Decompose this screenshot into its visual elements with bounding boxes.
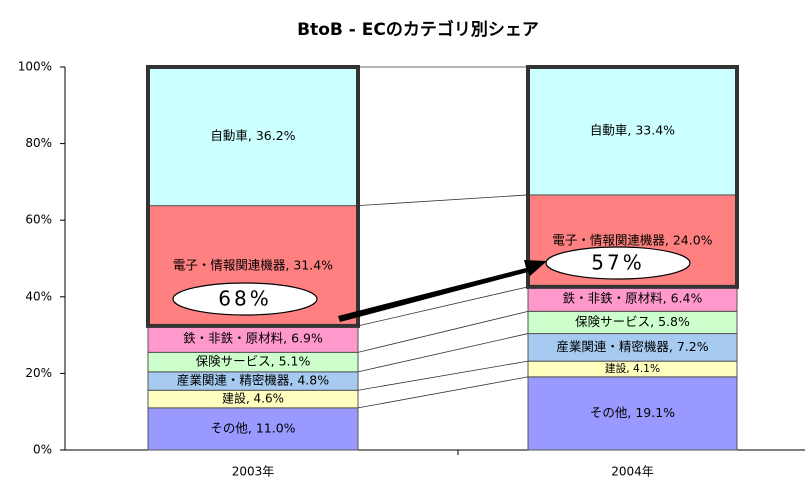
data-label: 電子・情報関連機器, 24.0% bbox=[552, 232, 712, 247]
connector bbox=[357, 360, 529, 391]
y-tick-label: 0% bbox=[33, 443, 52, 457]
bar-segment bbox=[147, 407, 359, 451]
bar-segment bbox=[527, 376, 738, 451]
x-tick-label: 2003年 bbox=[232, 465, 275, 479]
connector bbox=[357, 333, 529, 373]
connector bbox=[357, 286, 529, 327]
y-tick-label: 20% bbox=[25, 366, 52, 380]
highlight-box bbox=[146, 65, 360, 328]
annotation-ellipse bbox=[172, 282, 318, 316]
data-label: 産業関連・精密機器, 4.8% bbox=[177, 373, 329, 388]
y-tick-label: 40% bbox=[25, 289, 52, 303]
data-label: 鉄・非鉄・原材料, 6.9% bbox=[183, 331, 323, 346]
data-label: 自動車, 36.2% bbox=[210, 128, 295, 143]
connector bbox=[357, 310, 529, 353]
annotation: 68% bbox=[218, 287, 271, 311]
data-label: 建設, 4.1% bbox=[605, 362, 660, 375]
data-label: 保険サービス, 5.1% bbox=[196, 354, 311, 369]
annotation-ellipse bbox=[545, 246, 691, 280]
data-label: 鉄・非鉄・原材料, 6.4% bbox=[563, 291, 703, 306]
data-label: その他, 19.1% bbox=[590, 405, 675, 420]
data-label: 電子・情報関連機器, 31.4% bbox=[173, 257, 333, 272]
bar-segment bbox=[527, 66, 738, 196]
y-tick-label: 100% bbox=[18, 60, 52, 74]
arrow bbox=[338, 260, 547, 322]
bar-segment bbox=[147, 66, 359, 207]
data-label: 自動車, 33.4% bbox=[590, 122, 675, 137]
bar-segment bbox=[527, 333, 738, 362]
chart-title: BtoB - ECのカテゴリ別シェア bbox=[297, 19, 539, 40]
annotation: 57% bbox=[591, 251, 644, 275]
bar-segment bbox=[527, 286, 738, 312]
highlight-box bbox=[526, 65, 739, 289]
y-tick-label: 60% bbox=[25, 213, 52, 227]
data-label: 産業関連・精密機器, 7.2% bbox=[556, 339, 708, 354]
connector bbox=[357, 194, 529, 207]
connector bbox=[357, 376, 529, 409]
data-label: 保険サービス, 5.8% bbox=[575, 314, 690, 329]
data-label: 建設, 4.6% bbox=[222, 391, 284, 406]
x-tick-label: 2004年 bbox=[611, 465, 654, 479]
y-tick-label: 80% bbox=[25, 136, 52, 150]
data-label: その他, 11.0% bbox=[210, 420, 295, 435]
